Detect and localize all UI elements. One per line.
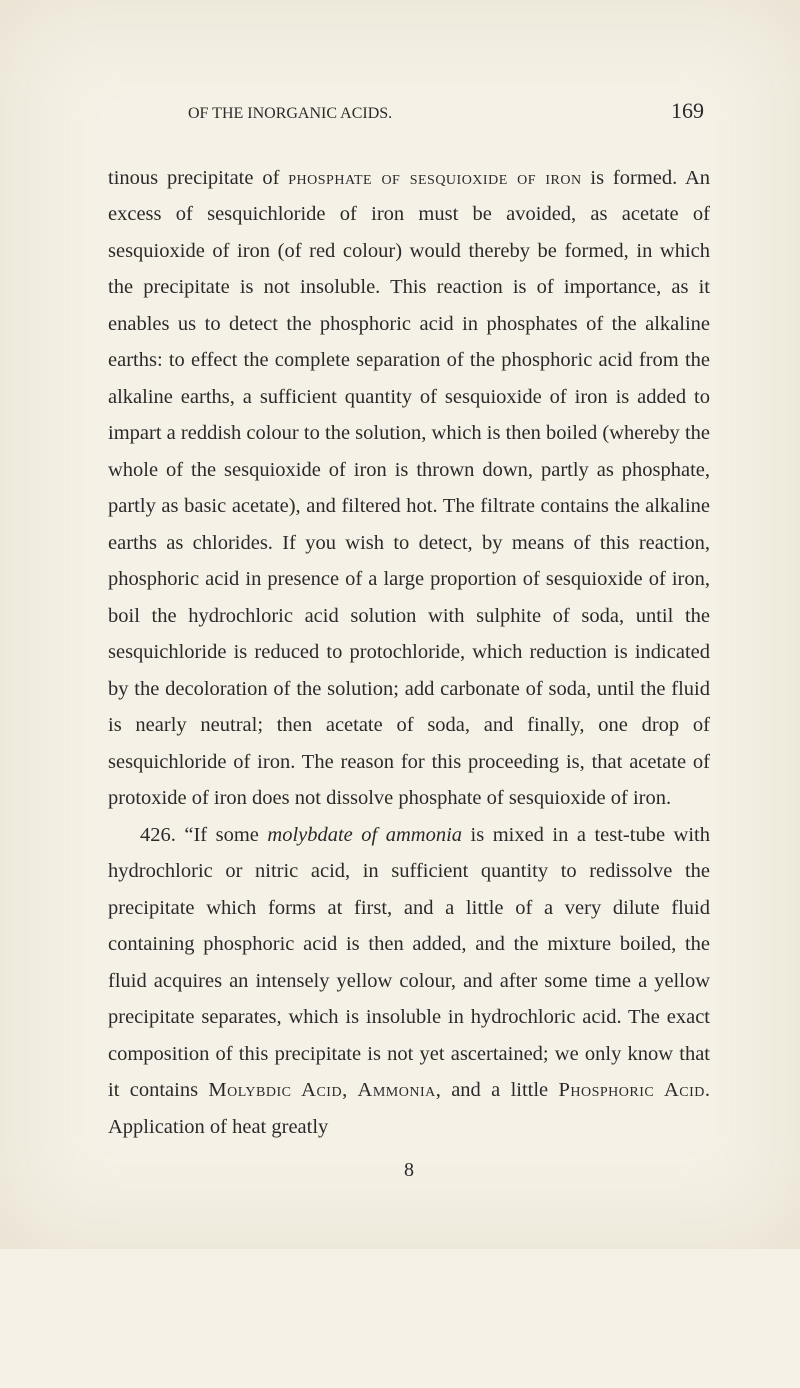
- header-title: OF THE INORGANIC ACIDS.: [188, 105, 392, 123]
- signature-number: 8: [108, 1153, 710, 1189]
- paragraph-2: 426. “If some molybdate of ammonia is mi…: [108, 817, 710, 1145]
- body-text: tinous precipitate of phosphate of sesqu…: [108, 160, 710, 1189]
- paragraph-1: tinous precipitate of phosphate of sesqu…: [108, 160, 710, 817]
- scanned-page: OF THE INORGANIC ACIDS. 169 tinous preci…: [0, 0, 800, 1249]
- text-run: is mixed in a test-tube with hydrochlori…: [108, 824, 710, 1101]
- italic-run: molybdate of ammonia: [267, 824, 462, 846]
- text-run: 426. “If some: [140, 824, 267, 846]
- text-run: , and a little: [436, 1079, 559, 1101]
- smallcaps-run: phosphate of sesquioxide of iron: [288, 167, 581, 189]
- page-number: 169: [671, 98, 704, 124]
- running-header: OF THE INORGANIC ACIDS. 169: [108, 98, 710, 124]
- text-run: ,: [342, 1079, 357, 1101]
- smallcaps-run: Molybdic Acid: [208, 1079, 342, 1101]
- smallcaps-run: Phosphoric Acid: [558, 1079, 704, 1101]
- text-run: is formed. An excess of sesquichloride o…: [108, 167, 710, 809]
- text-run: tinous precipitate of: [108, 167, 288, 189]
- smallcaps-run: Ammonia: [358, 1079, 436, 1101]
